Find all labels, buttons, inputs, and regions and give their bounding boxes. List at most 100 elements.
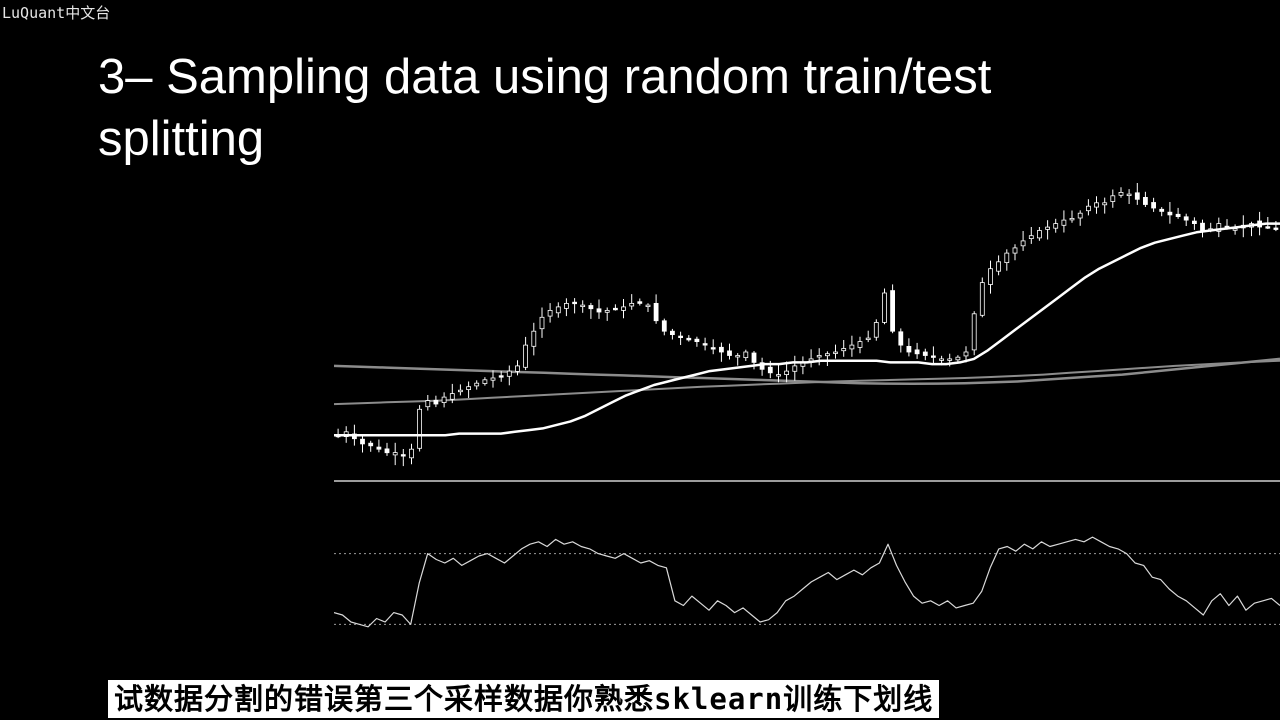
candle-body — [580, 304, 586, 308]
candlestick — [1094, 196, 1099, 214]
candlestick — [800, 356, 806, 375]
candle-body — [523, 344, 529, 368]
candle-body — [1012, 247, 1018, 254]
candle-body — [474, 382, 480, 387]
candle-body — [409, 448, 414, 459]
candlestick — [816, 348, 822, 366]
candlestick — [914, 342, 920, 359]
candle-body — [939, 358, 944, 361]
candle-body — [417, 408, 422, 449]
candle-body — [547, 309, 553, 317]
candle-body — [629, 302, 635, 307]
candle-body — [702, 343, 708, 346]
candle-body — [669, 330, 675, 335]
candlestick — [547, 303, 553, 323]
candle-body — [531, 330, 537, 347]
candle-body — [539, 316, 545, 330]
candle-body — [947, 358, 953, 361]
candlestick — [400, 449, 406, 467]
candlestick — [898, 328, 904, 353]
candle-body — [865, 337, 871, 341]
candle-body — [400, 454, 406, 457]
candlestick — [776, 365, 781, 383]
candlestick — [784, 361, 790, 383]
candle-body — [767, 366, 773, 374]
candle-body — [816, 355, 822, 358]
candle-body — [1069, 218, 1075, 221]
candlestick — [1126, 189, 1132, 204]
candlestick — [384, 442, 390, 456]
candlestick — [335, 428, 341, 439]
candle-body — [1037, 230, 1042, 239]
candlestick — [759, 357, 765, 376]
candle-body — [498, 375, 504, 378]
candle-body — [996, 261, 1001, 272]
candle-body — [384, 448, 390, 454]
candle-body — [849, 344, 855, 350]
candle-body — [572, 301, 578, 305]
candle-body — [360, 438, 365, 445]
candle-body — [686, 337, 692, 341]
candlestick — [979, 277, 985, 318]
candle-body — [906, 345, 912, 353]
candlestick — [580, 300, 586, 313]
candle-body — [490, 377, 496, 381]
candle-body — [841, 348, 847, 352]
candlestick — [433, 395, 439, 408]
candle-body — [515, 365, 520, 372]
candlestick — [645, 303, 651, 312]
oscillator-line — [334, 536, 1280, 628]
candlestick — [653, 294, 659, 324]
price-panel — [334, 183, 1280, 467]
candlestick — [604, 307, 610, 321]
candle-body — [482, 379, 488, 384]
candlestick — [449, 383, 455, 404]
candle-body — [1086, 205, 1091, 212]
candle-body — [1110, 195, 1116, 202]
candlestick — [1045, 220, 1050, 240]
candlestick — [1249, 221, 1254, 237]
candle-body — [376, 446, 382, 450]
candle-body — [873, 322, 879, 338]
candle-body — [1094, 202, 1099, 208]
candle-body — [596, 308, 602, 313]
candle-body — [1004, 252, 1010, 263]
candlestick — [1151, 197, 1156, 212]
candle-body — [458, 389, 463, 393]
candlestick — [1216, 217, 1222, 238]
candle-body — [1045, 226, 1050, 230]
candle-body — [1183, 216, 1189, 221]
candle-body — [1273, 227, 1279, 230]
candle-body — [1216, 223, 1222, 232]
candle-body — [1175, 213, 1181, 217]
ma-fast-line — [334, 222, 1280, 437]
candlestick — [417, 405, 422, 452]
candlestick — [890, 284, 895, 334]
candlestick — [735, 353, 741, 366]
candlestick — [474, 380, 480, 390]
candlestick — [555, 302, 561, 318]
candlestick — [1134, 183, 1140, 205]
stock-chart — [334, 170, 1280, 650]
candlestick — [506, 365, 512, 386]
candle-body — [890, 290, 895, 332]
candlestick — [531, 322, 537, 356]
candle-body — [857, 341, 863, 348]
candlestick — [392, 442, 398, 466]
candle-body — [1102, 202, 1108, 206]
candle-body — [955, 356, 961, 361]
candlestick — [841, 340, 847, 357]
candle-body — [727, 350, 732, 356]
candlestick — [678, 331, 684, 345]
candle-body — [1200, 222, 1205, 231]
candlestick — [1175, 207, 1181, 219]
candlestick — [629, 294, 635, 310]
candlestick — [621, 299, 626, 319]
stock-chart-svg — [334, 183, 1280, 628]
candlestick — [669, 328, 675, 340]
candlestick — [710, 339, 716, 355]
candle-body — [971, 313, 977, 351]
candlestick — [1053, 218, 1059, 233]
candlestick — [376, 439, 382, 453]
candle-body — [1020, 240, 1026, 247]
